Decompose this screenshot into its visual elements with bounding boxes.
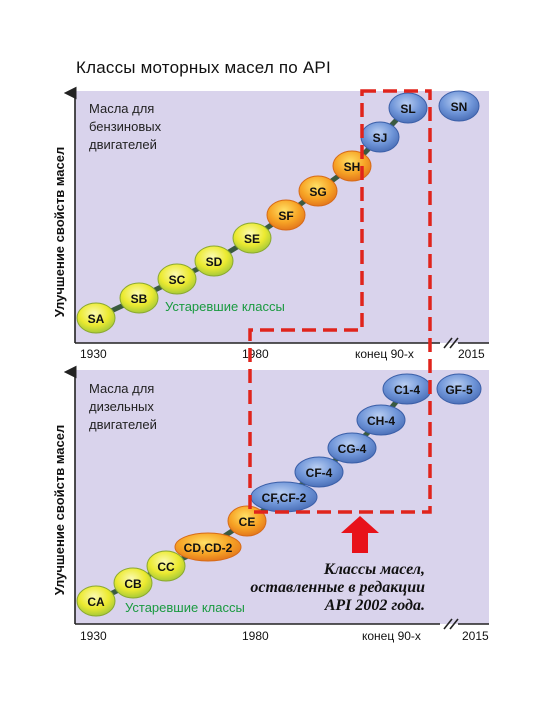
gasoline-class-badge-sg <box>298 175 338 207</box>
gasoline-class-label: SD <box>206 255 223 269</box>
diesel-axes <box>63 365 489 630</box>
diesel-obsolete-label: Устаревшие классы <box>125 600 245 615</box>
gasoline-class-label: SG <box>309 185 326 199</box>
gasoline-class-label: SA <box>88 312 105 326</box>
gasoline-tick-label: конец 90-х <box>355 347 414 361</box>
diesel-class-label: CF,CF-2 <box>262 491 307 505</box>
gasoline-class-badge-sd <box>194 245 234 277</box>
gasoline-description-line: двигателей <box>89 137 157 152</box>
gasoline-description-line: бензиновых <box>89 119 162 134</box>
diesel-tick-label: 1930 <box>80 629 107 643</box>
diesel-class-label: CC <box>157 560 175 574</box>
diesel-class-badge-cb <box>113 567 153 599</box>
diesel-description-line: дизельных <box>89 399 154 414</box>
diesel-class-label: CH-4 <box>367 414 395 428</box>
gasoline-class-label: SJ <box>373 131 388 145</box>
diesel-tick-label: 2015 <box>462 629 489 643</box>
diesel-class-label: C1-4 <box>394 383 420 397</box>
gasoline-tick-label: 1930 <box>80 347 107 361</box>
gasoline-class-label: SC <box>169 273 186 287</box>
diesel-class-label: CB <box>124 577 142 591</box>
class-badges: SA SB SC SD SE SF SG SH SJ SL SN CA CB CC CD,CD-2 CE CF,… <box>76 90 482 617</box>
diesel-class-badge-ch-4 <box>356 404 406 436</box>
gasoline-description-line: Масла для <box>89 101 154 116</box>
gasoline-class-label: SL <box>400 102 415 116</box>
note-line: API 2002 года. <box>324 597 425 614</box>
gasoline-obsolete-label: Устаревшие классы <box>165 299 285 314</box>
gasoline-class-badge-sc <box>157 263 197 295</box>
gasoline-class-label: SF <box>278 209 293 223</box>
gasoline-class-label: SN <box>451 100 468 114</box>
diesel-class-label: CD,CD-2 <box>184 541 233 555</box>
gasoline-class-badge-sb <box>119 282 159 314</box>
gasoline-class-label: SE <box>244 232 260 246</box>
gasoline-axes <box>63 86 489 349</box>
diesel-class-label: CA <box>87 595 105 609</box>
diesel-class-badge-cd-cd-2 <box>174 532 242 562</box>
gasoline-class-badge-sf <box>266 199 306 231</box>
api-2002-boundary <box>248 89 432 514</box>
diesel-class-badge-ca <box>76 585 116 617</box>
diesel-class-label: CE <box>239 515 256 529</box>
gasoline-class-badge-se <box>232 222 272 254</box>
red-up-arrow <box>341 516 379 553</box>
gasoline-class-badge-sl <box>388 92 428 124</box>
gasoline-class-badge-sa <box>76 302 116 334</box>
diesel-tick-label: конец 90-х <box>362 629 421 643</box>
gasoline-class-badge-sn <box>438 90 480 122</box>
gasoline-class-label: SH <box>344 160 361 174</box>
diesel-description-line: двигателей <box>89 417 157 432</box>
gasoline-tick-label: 1980 <box>242 347 269 361</box>
page-title: Классы моторных масел по API <box>76 58 331 77</box>
gasoline-class-label: SB <box>131 292 148 306</box>
gasoline-tick-label: 2015 <box>458 347 485 361</box>
diesel-class-badge-cf-4 <box>294 456 344 488</box>
gasoline-y-axis-label: Улучшение свойств масел <box>52 147 67 317</box>
note-line: оставленные в редакции <box>250 579 425 596</box>
note-line: Классы масел, <box>323 561 425 578</box>
diesel-class-badge-cc <box>146 550 186 582</box>
diesel-class-label: CF-4 <box>306 466 333 480</box>
diesel-class-label: CG-4 <box>338 442 367 456</box>
diesel-tick-label: 1980 <box>242 629 269 643</box>
diesel-description-line: Масла для <box>89 381 154 396</box>
diesel-class-label: GF-5 <box>445 383 473 397</box>
diesel-y-axis-label: Улучшение свойств масел <box>52 425 67 595</box>
diesel-class-badge-cg-4 <box>327 432 377 464</box>
diesel-class-badge-gf-5 <box>436 373 482 405</box>
